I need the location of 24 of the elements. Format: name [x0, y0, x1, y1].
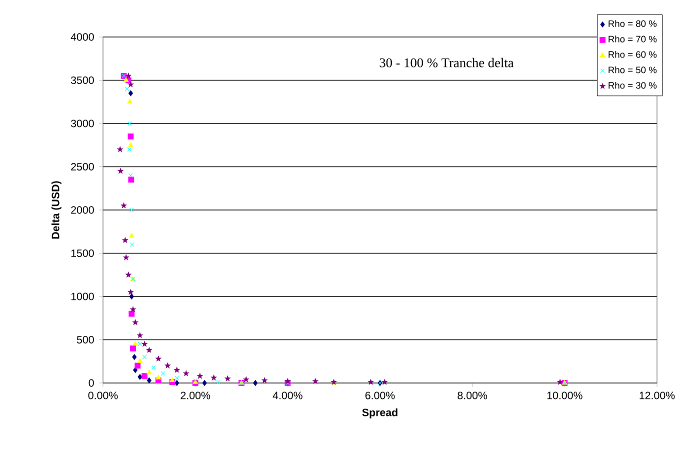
x-tick-label: 8.00% — [458, 392, 488, 400]
y-tick-label: 500 — [76, 336, 94, 344]
x-tick-label: 2.00% — [180, 392, 210, 400]
legend-label: Rho = 60 % — [608, 50, 657, 58]
y-tick-label: 2500 — [71, 162, 94, 171]
text: 30 - 100 % Tranche delta — [380, 58, 514, 68]
y-tick-label: 2000 — [71, 206, 94, 214]
y-tick-label: 1000 — [71, 292, 94, 300]
y-tick-label: 3000 — [70, 120, 94, 128]
y-tick-label: 1500 — [71, 249, 94, 258]
x-tick-label: 12.00% — [640, 392, 675, 400]
x-tick-label: 10.00% — [547, 392, 582, 400]
x-tick-label: 0.00% — [88, 392, 118, 400]
x-axis-title: Spread — [362, 408, 398, 418]
legend-label: Rho = 50 % — [608, 66, 657, 74]
y-tick-label: 3500 — [70, 76, 94, 84]
legend-label: Rho = 70 % — [608, 36, 657, 42]
x-tick-label: 6.00% — [365, 392, 395, 400]
y-tick-label: 4000 — [70, 33, 94, 41]
x-tick-label: 4.00% — [272, 392, 302, 400]
legend-label: Rho = 80 % — [608, 20, 657, 27]
y-axis-title: Delta (USD) — [51, 181, 62, 239]
legend-label: Rho = 30 % — [608, 82, 657, 89]
y-tick-label: 0 — [88, 379, 94, 387]
